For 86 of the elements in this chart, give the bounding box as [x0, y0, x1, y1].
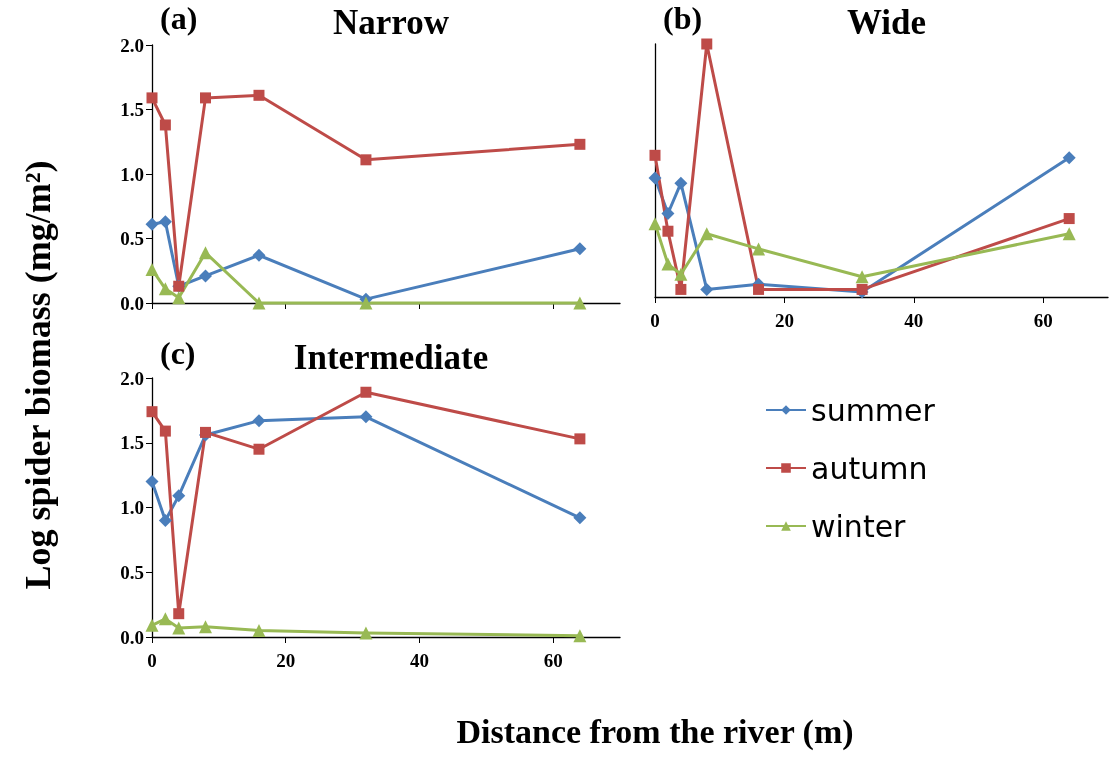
point: [661, 207, 675, 221]
point: [675, 283, 687, 295]
point: [573, 242, 587, 256]
point: [145, 618, 159, 632]
point: [1062, 227, 1076, 241]
x-axis-title: Distance from the river (m): [456, 713, 854, 751]
point: [253, 443, 265, 455]
point: [146, 406, 158, 418]
y-tick-label: 0.5: [120, 561, 144, 583]
x-tick-label: 60: [1033, 310, 1053, 331]
point: [662, 225, 674, 237]
point: [158, 215, 172, 229]
point: [252, 296, 266, 310]
point: [199, 92, 211, 104]
y-tick-label: 2.0: [120, 34, 144, 56]
x-tick-label: 60: [543, 650, 563, 671]
point: [199, 426, 211, 438]
x-tick-label: 0: [147, 650, 157, 671]
x-tick-label: 0: [650, 310, 660, 331]
point: [145, 262, 159, 276]
legend-label: summer: [811, 392, 936, 428]
point: [159, 425, 171, 437]
point: [700, 282, 714, 296]
text: (b): [663, 0, 703, 36]
point: [573, 296, 587, 310]
point: [674, 267, 688, 281]
x-tick-label: 40: [904, 310, 924, 331]
legend-label: winter: [811, 508, 907, 544]
point: [146, 92, 158, 104]
point: [1062, 151, 1076, 165]
legend-label: autumn: [811, 450, 928, 486]
point: [198, 620, 212, 634]
point: [252, 414, 266, 428]
text: (a): [160, 0, 198, 36]
point: [700, 227, 714, 241]
point: [359, 410, 373, 424]
y-tick-label: 1.5: [120, 432, 144, 454]
point: [574, 433, 586, 445]
point: [573, 511, 587, 525]
point: [1063, 213, 1075, 225]
point: [753, 283, 765, 295]
chart-title: Intermediate: [293, 338, 489, 377]
point: [172, 621, 186, 635]
y-tick-label: 0.0: [120, 626, 144, 648]
y-tick-label: 1.0: [120, 163, 144, 185]
point: [198, 269, 212, 283]
point: [172, 489, 186, 503]
point: [648, 217, 662, 231]
point: [145, 217, 159, 231]
y-tick-label: 1.5: [120, 99, 144, 120]
point: [159, 119, 171, 131]
chart-title: Wide: [846, 3, 927, 42]
point: [158, 612, 172, 626]
point: [360, 386, 372, 398]
point: [574, 138, 586, 150]
point: [172, 291, 186, 305]
point: [252, 624, 266, 638]
point: [856, 283, 868, 295]
point: [158, 513, 172, 527]
y-tick-label: 0.0: [120, 292, 144, 314]
chart-title: Narrow: [333, 3, 450, 42]
x-tick-label: 40: [409, 650, 429, 671]
point: [648, 171, 662, 185]
point: [649, 149, 661, 161]
point: [752, 242, 766, 256]
text: (c): [160, 335, 196, 371]
x-tick-label: 20: [774, 310, 794, 331]
point: [573, 629, 587, 643]
y-tick-label: 2.0: [120, 367, 144, 389]
point: [198, 246, 212, 260]
y-axis-title: Log spider biomass (mg/m²): [17, 160, 59, 590]
point: [158, 282, 172, 296]
point: [173, 608, 185, 620]
point: [855, 270, 869, 284]
point: [145, 475, 159, 489]
point: [661, 257, 675, 271]
y-tick-label: 1.0: [120, 497, 144, 518]
point: [360, 154, 372, 166]
y-tick-label: 0.5: [120, 228, 144, 249]
point: [253, 89, 265, 101]
point: [359, 296, 373, 310]
point: [252, 248, 266, 262]
point: [359, 626, 373, 640]
point: [674, 176, 688, 190]
x-tick-label: 20: [276, 650, 296, 671]
point: [701, 38, 713, 50]
